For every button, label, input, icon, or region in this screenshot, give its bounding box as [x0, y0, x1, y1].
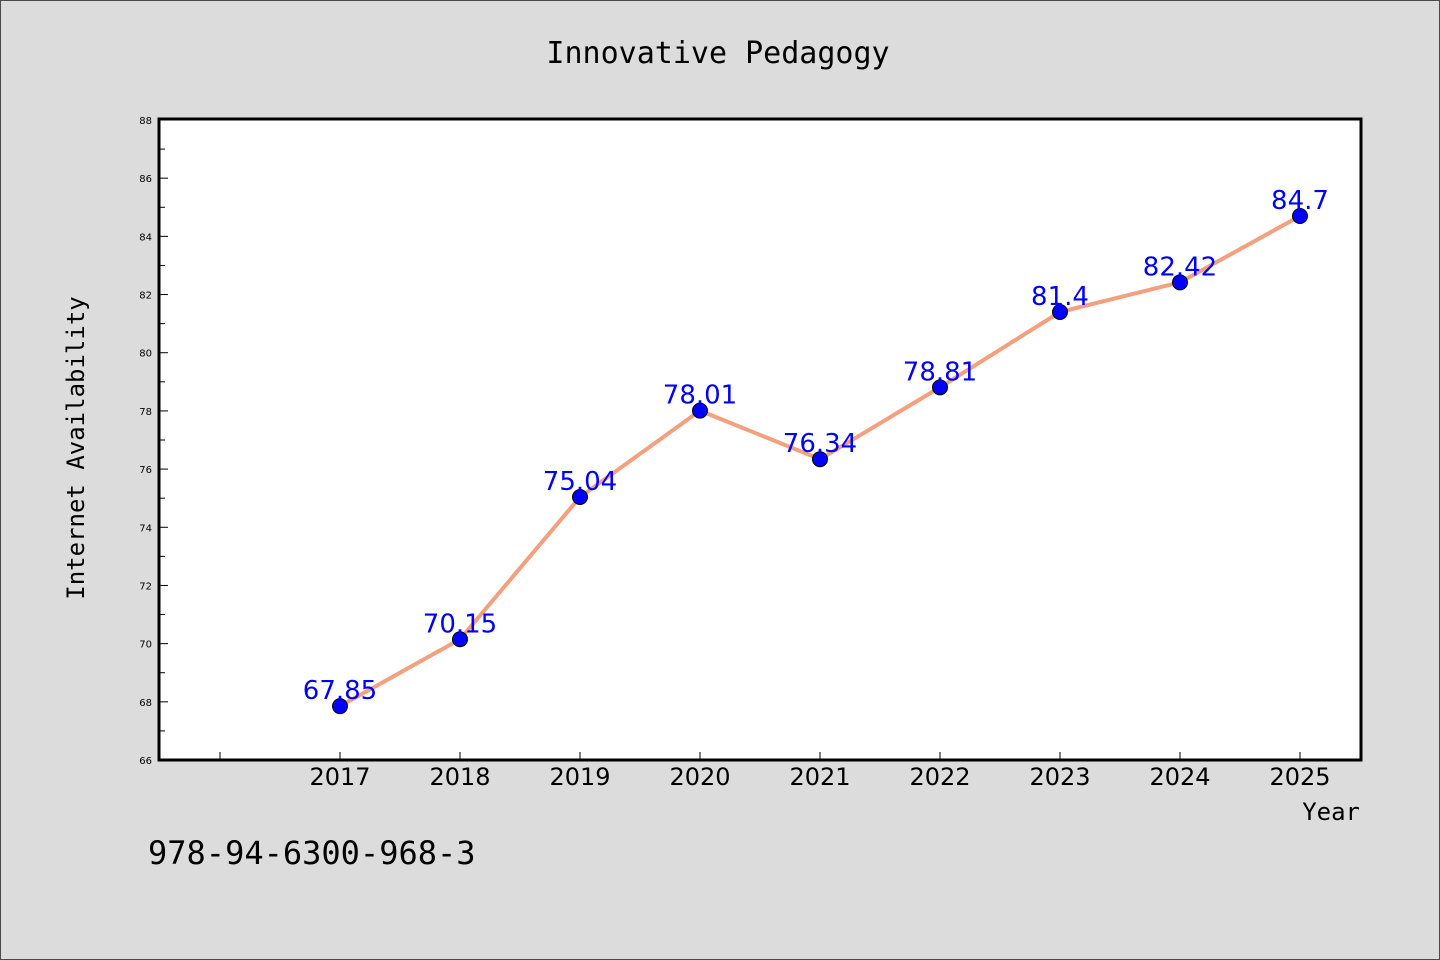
series-group [332, 208, 1308, 715]
data-label: 70.15 [423, 609, 497, 639]
x-tick-label: 2025 [1269, 763, 1330, 791]
y-tick-label: 84 [139, 232, 152, 243]
data-point [1052, 304, 1068, 320]
data-label: 82.42 [1143, 252, 1217, 282]
data-point [1292, 208, 1308, 224]
y-tick-label: 88 [139, 116, 152, 127]
x-axis-label: Year [1302, 798, 1360, 826]
x-tick-label: 2022 [909, 763, 970, 791]
y-tick-label: 74 [139, 523, 152, 534]
x-tick-label: 2018 [429, 763, 490, 791]
y-tick-label: 72 [139, 581, 152, 592]
y-axis-label: Internet Availability [62, 296, 90, 599]
y-tick-label: 76 [139, 465, 152, 476]
data-point [332, 698, 348, 715]
data-label: 84.7 [1271, 186, 1329, 216]
data-label: 78.81 [903, 357, 977, 387]
y-tick-label: 66 [139, 756, 152, 767]
y-axis: 66 68 70 72 74 76 78 80 82 84 86 88 [139, 116, 168, 767]
isbn-text: 978-94-6300-968-3 [148, 834, 476, 872]
data-label: 76.34 [783, 429, 857, 459]
chart-title: Innovative Pedagogy [546, 36, 889, 71]
data-label: 78.01 [663, 381, 737, 411]
data-point [452, 631, 468, 648]
x-tick-label: 2024 [1149, 763, 1210, 791]
data-point [932, 379, 948, 396]
data-label: 81.4 [1031, 282, 1089, 312]
data-point [572, 489, 588, 506]
x-tick-label: 2023 [1029, 763, 1090, 791]
plot-area [157, 117, 1363, 762]
x-axis: 2017 2018 2019 2020 2021 2022 2023 2024 2025 [219, 752, 1331, 791]
data-point [1172, 274, 1188, 291]
y-tick-label: 68 [139, 698, 152, 709]
data-point [812, 451, 828, 468]
x-tick-label: 2020 [669, 763, 730, 791]
x-tick-label: 2019 [549, 763, 610, 791]
x-tick-label: 2021 [789, 763, 850, 791]
y-tick-label: 70 [139, 640, 152, 651]
data-labels-group: 67.85 70.15 75.04 78.01 76.34 78.81 81.4 82.42 8… [303, 186, 1329, 706]
data-label: 75.04 [543, 467, 617, 497]
x-tick-label: 2017 [309, 763, 370, 791]
y-tick-label: 86 [139, 174, 152, 185]
y-tick-label: 80 [139, 349, 152, 360]
data-point [692, 402, 708, 419]
data-label: 67.85 [303, 676, 377, 706]
y-tick-label: 82 [139, 291, 152, 302]
y-tick-label: 78 [139, 407, 152, 418]
